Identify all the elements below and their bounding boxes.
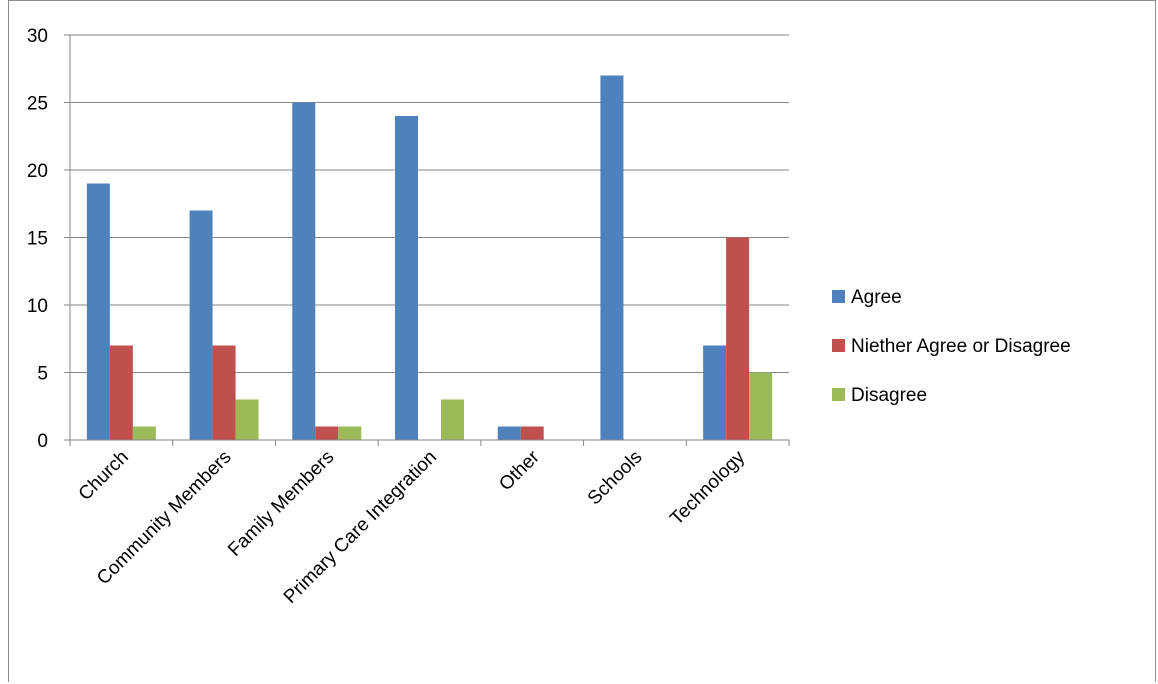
y-tick-label: 20: [27, 161, 48, 182]
legend-label: Disagree: [851, 385, 927, 406]
bar-agree-5: [600, 75, 624, 440]
bar-niether-agree-or-disagree-6: [726, 237, 750, 440]
legend: Agree Niether Agree or Disagree Disagree: [832, 287, 1071, 406]
y-tick-label: 25: [27, 94, 48, 115]
bar-agree-3: [395, 116, 418, 440]
bar-agree-0: [86, 183, 110, 440]
bar-disagree-2: [338, 426, 362, 440]
x-category-label: Family Members: [224, 447, 338, 561]
bar-disagree-1: [235, 399, 259, 440]
y-axis-tick-labels: 0 5 10 15 20 25 30: [27, 26, 48, 452]
chart-frame: [8, 0, 1156, 682]
axes: [64, 34, 790, 446]
x-category-label: Church: [75, 447, 133, 505]
bar-disagree-3: [441, 399, 464, 440]
legend-label: Niether Agree or Disagree: [851, 336, 1071, 357]
x-category-label: Schools: [584, 447, 647, 510]
bar-agree-2: [292, 102, 316, 440]
bar-disagree-0: [132, 426, 156, 440]
bar-agree-4: [497, 426, 521, 440]
bar-agree-6: [703, 345, 727, 440]
bar-disagree-6: [749, 372, 773, 440]
legend-swatch: [832, 290, 845, 303]
x-category-label: Technology: [666, 446, 749, 529]
legend-swatch: [832, 388, 845, 401]
legend-swatch: [832, 339, 845, 352]
legend-label: Agree: [851, 287, 902, 308]
bar-niether-agree-or-disagree-2: [315, 426, 339, 440]
bar-niether-agree-or-disagree-4: [520, 426, 544, 440]
y-tick-label: 15: [27, 229, 48, 250]
bar-niether-agree-or-disagree-0: [109, 345, 133, 440]
gridlines: [70, 34, 789, 373]
y-tick-label: 5: [37, 364, 48, 385]
bar-agree-1: [189, 210, 213, 440]
y-tick-label: 0: [37, 431, 48, 452]
y-tick-label: 10: [27, 296, 48, 317]
x-category-label: Other: [495, 446, 544, 495]
bar-niether-agree-or-disagree-1: [212, 345, 236, 440]
bars: [86, 75, 773, 440]
y-tick-label: 30: [27, 26, 48, 47]
